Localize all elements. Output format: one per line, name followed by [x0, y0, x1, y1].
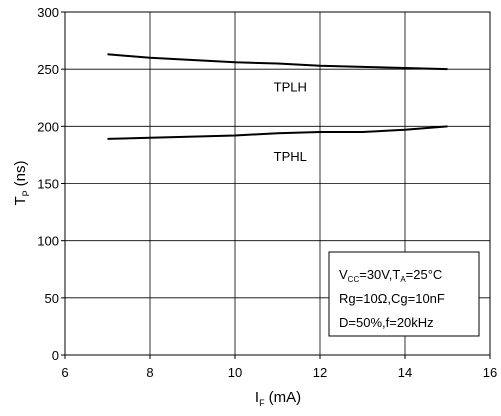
series-labels: TPLH TPHL — [274, 79, 307, 164]
condition-vcc-subscript: CC — [348, 275, 360, 284]
x-tick-label: 16 — [483, 365, 497, 380]
y-tick-label: 150 — [37, 177, 59, 192]
tick-labels: 6 8 10 12 14 16 0 50 100 150 200 250 300 — [37, 5, 497, 380]
x-tick-label: 12 — [313, 365, 327, 380]
y-tick-label: 100 — [37, 234, 59, 249]
x-tick-label: 14 — [398, 365, 412, 380]
x-axis-title-unit: (mA) — [269, 389, 302, 406]
conditions-line-2: Rg=10Ω,Cg=10nF — [339, 291, 445, 306]
condition-vcc-main: V — [339, 267, 348, 282]
x-axis-title-subscript: F — [259, 398, 265, 408]
series-lines — [107, 53, 448, 140]
y-tick-label: 300 — [37, 5, 59, 20]
conditions-line-3: D=50%,f=20kHz — [339, 315, 434, 330]
y-axis-title-unit: (ns) — [12, 160, 29, 186]
y-tick-label: 50 — [45, 291, 59, 306]
conditions-line-1: VCC=30V,TA=25°C — [339, 267, 442, 284]
y-tick-label: 250 — [37, 62, 59, 77]
series-line-tplh — [107, 53, 448, 71]
condition-vcc-value: =30V,T — [359, 267, 400, 282]
y-tick-label: 0 — [52, 348, 59, 363]
y-axis-title-main: T — [12, 196, 29, 205]
x-tick-label: 6 — [61, 365, 68, 380]
series-label-tphl: TPHL — [274, 149, 307, 164]
conditions-box-border — [328, 251, 480, 337]
x-tick-label: 10 — [228, 365, 242, 380]
y-axis-title: TP (ns) — [12, 160, 31, 205]
y-axis-title-subscript: P — [21, 190, 31, 196]
series-line-tphl — [107, 125, 448, 140]
series-label-tplh: TPLH — [274, 79, 307, 94]
y-tick-label: 200 — [37, 119, 59, 134]
condition-ta-subscript: A — [400, 275, 406, 284]
x-axis-title-main: I — [255, 389, 259, 406]
conditions-box: VCC=30V,TA=25°C Rg=10Ω,Cg=10nF D=50%,f=2… — [328, 251, 480, 337]
x-tick-label: 8 — [146, 365, 153, 380]
condition-ta-value: =25°C — [406, 267, 443, 282]
x-axis-title: IF (mA) — [255, 389, 301, 408]
tick-marks — [61, 11, 491, 359]
